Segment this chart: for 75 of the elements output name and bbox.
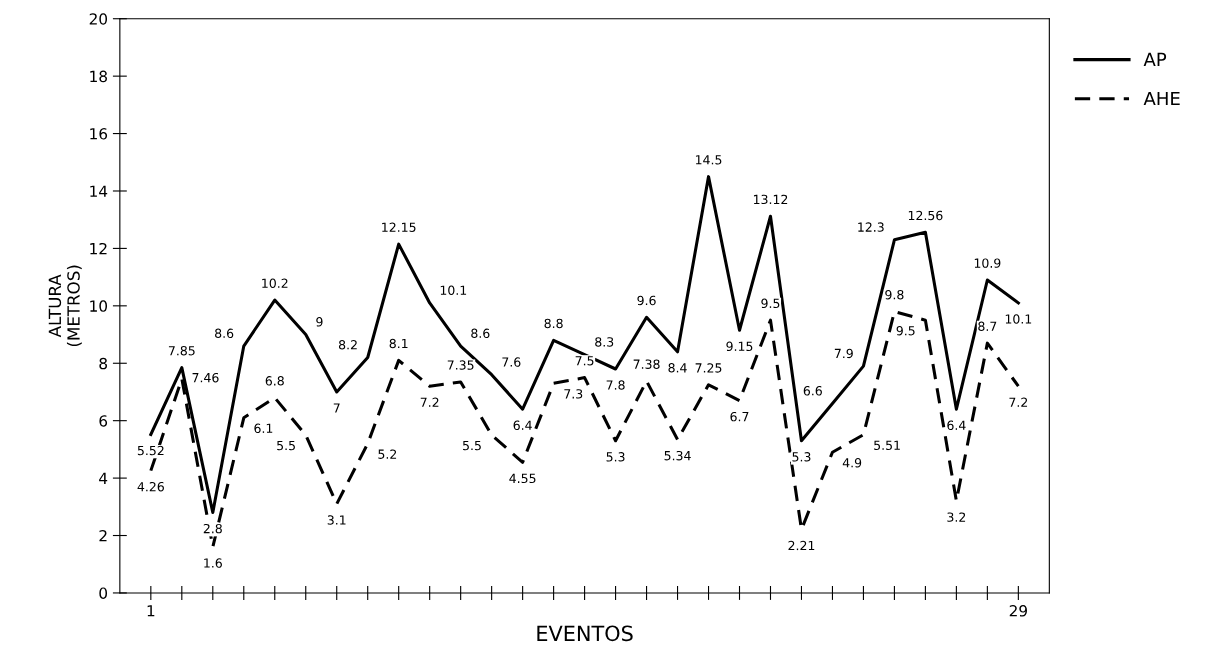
data-label: 5.3	[792, 452, 811, 462]
data-label: 6.4	[947, 420, 966, 430]
data-label: 8.3	[595, 337, 614, 347]
y-tick-label: 2	[99, 529, 107, 542]
data-label: 8.6	[471, 328, 490, 339]
data-label: 7.2	[1009, 397, 1028, 407]
data-label: 10.1	[440, 285, 467, 295]
y-tick-label: 8	[99, 357, 107, 370]
data-label: 7.9	[834, 348, 853, 359]
data-label: 12.15	[382, 222, 416, 232]
data-label: 8.2	[338, 340, 357, 350]
x-axis-title: EVENTOS	[537, 625, 633, 642]
data-label: 3.1	[327, 515, 346, 525]
data-label: 12.56	[908, 210, 943, 221]
data-label: 5.34	[664, 450, 691, 461]
data-label: 1.6	[204, 558, 222, 568]
y-axis-title: ALTURA (METROS)	[48, 265, 82, 347]
y-tick-label: 16	[90, 128, 108, 140]
data-label: 7.6	[502, 357, 521, 367]
data-label: 13.12	[753, 194, 788, 205]
data-label: 6.8	[265, 376, 284, 386]
data-label: 5.51	[874, 440, 900, 450]
data-label: 8.8	[544, 318, 563, 329]
data-label: 5.5	[277, 440, 295, 451]
y-tick-label: 18	[90, 70, 107, 83]
data-label: 9.8	[885, 289, 904, 300]
y-tick-label: 6	[99, 415, 108, 427]
data-label: 7.85	[168, 345, 195, 356]
data-label: 7.3	[564, 389, 583, 399]
data-label: 8.7	[978, 321, 997, 332]
data-label: 4.9	[842, 458, 862, 468]
y-tick-label: 4	[99, 472, 108, 484]
data-label: 7.46	[192, 372, 219, 383]
data-label: 9	[316, 317, 323, 327]
x-tick-label: 1	[147, 605, 155, 617]
data-label: 5.3	[606, 452, 625, 462]
data-label: 12.3	[858, 222, 884, 232]
data-label: 5.5	[463, 440, 481, 451]
data-label: 10.1	[1005, 314, 1032, 324]
data-label: 3.2	[947, 512, 966, 522]
x-tick-label: 29	[1009, 605, 1027, 617]
data-label: 8.4	[668, 363, 687, 373]
data-label: 6.7	[730, 411, 749, 422]
y-tick-label: 14	[90, 185, 108, 197]
data-label: 9.6	[637, 295, 656, 306]
data-label: 7	[333, 403, 340, 413]
data-label: 7.35	[447, 360, 474, 370]
data-label: 5.2	[378, 449, 397, 459]
data-label: 7.2	[420, 397, 439, 407]
data-label: 9.15	[726, 341, 753, 352]
legend-label: AP	[1143, 52, 1167, 66]
data-label: 8.1	[389, 338, 408, 349]
data-label: 6.1	[254, 423, 273, 434]
data-label: 5.52	[137, 445, 164, 456]
data-label: 7.38	[633, 359, 660, 369]
y-tick-label: 10	[90, 300, 108, 312]
legend-label: AHE	[1143, 91, 1180, 106]
data-label: 9.5	[896, 325, 915, 336]
data-label: 2.8	[203, 523, 222, 534]
y-tick-label: 12	[90, 242, 107, 255]
data-label: 4.26	[137, 481, 164, 492]
data-label: 7.25	[695, 363, 722, 373]
data-label: 8.6	[215, 328, 234, 339]
data-label: 9.5	[761, 298, 780, 309]
data-label: 14.5	[695, 155, 722, 165]
data-label: 7.5	[575, 356, 594, 366]
data-label: 7.8	[606, 380, 625, 390]
y-tick-label: 20	[89, 13, 108, 25]
data-label: 4.55	[509, 473, 536, 484]
y-tick-label: 0	[99, 587, 108, 599]
data-label: 10.9	[974, 258, 1001, 268]
data-label: 6.4	[513, 420, 532, 430]
data-label: 10.2	[262, 278, 288, 288]
data-label: 2.21	[788, 540, 815, 551]
data-label: 6.6	[803, 386, 822, 396]
